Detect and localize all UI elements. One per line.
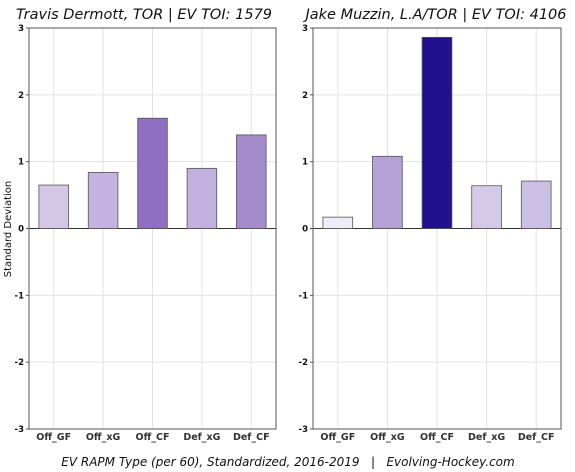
y-tick-label: 1 xyxy=(302,158,308,168)
y-tick-label: 0 xyxy=(302,225,308,235)
x-category-label: Off_CF xyxy=(420,432,454,443)
bar-def-xg xyxy=(186,167,218,229)
panel-title: Travis Dermott, TOR | EV TOI: 1579 xyxy=(16,7,272,23)
x-category-label: Off_CF xyxy=(136,432,170,443)
chart-panel-muzzin: Jake Muzzin, L.A/TOR | EV TOI: 4106 -3 -2 -… xyxy=(299,7,567,443)
x-category-label: Def_xG xyxy=(468,432,505,443)
bar-off-gf xyxy=(322,216,354,229)
y-tick-label: 3 xyxy=(18,24,24,34)
y-tick-label: 2 xyxy=(18,91,24,101)
y-tick-label: -3 xyxy=(299,425,309,435)
bar-off-cf xyxy=(137,117,168,229)
y-tick-label: -2 xyxy=(299,358,309,368)
y-tick-label: -3 xyxy=(15,425,25,435)
bar-def-cf xyxy=(236,134,267,229)
x-category-label: Off_xG xyxy=(370,432,405,443)
x-category-label: Off_GF xyxy=(320,432,355,443)
y-axis-label: Standard Deviation xyxy=(3,181,14,278)
panel-title: Jake Muzzin, L.A/TOR | EV TOI: 4106 xyxy=(302,7,566,23)
x-category-label: Def_CF xyxy=(233,432,270,443)
x-category-label: Off_xG xyxy=(86,432,121,443)
bar-def-cf xyxy=(520,180,552,229)
bar-off-xg xyxy=(372,155,403,229)
figure-caption: EV RAPM Type (per 60), Standardized, 201… xyxy=(61,455,514,469)
chart-panel-dermott: Travis Dermott, TOR | EV TOI: 1579 -3 -2 -1… xyxy=(15,7,277,443)
bar-off-gf xyxy=(38,184,69,229)
y-tick-label: -1 xyxy=(299,291,309,301)
x-category-label: Def_xG xyxy=(183,432,220,443)
y-tick-label: 1 xyxy=(18,158,24,168)
x-category-label: Off_GF xyxy=(36,432,71,443)
y-tick-label: 2 xyxy=(302,91,308,101)
y-tick-label: -1 xyxy=(15,291,25,301)
y-tick-label: -2 xyxy=(15,358,25,368)
bar-off-cf xyxy=(421,36,453,229)
x-category-label: Def_CF xyxy=(518,432,555,443)
bar-off-xg xyxy=(87,171,119,229)
bar-def-xg xyxy=(471,185,502,229)
y-tick-label: 0 xyxy=(18,225,24,235)
y-tick-label: 3 xyxy=(302,24,308,34)
